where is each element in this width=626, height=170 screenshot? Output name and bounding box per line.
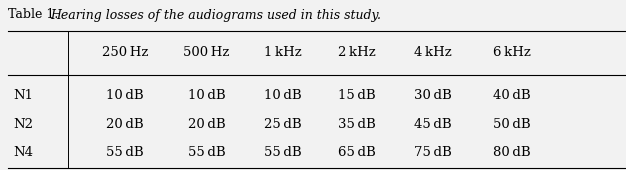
Text: 10 dB: 10 dB: [106, 89, 144, 102]
Text: 75 dB: 75 dB: [414, 147, 452, 159]
Text: 80 dB: 80 dB: [493, 147, 531, 159]
Text: 6 kHz: 6 kHz: [493, 46, 531, 59]
Text: 30 dB: 30 dB: [414, 89, 452, 102]
Text: 10 dB: 10 dB: [188, 89, 225, 102]
Text: Hearing losses of the audiograms used in this study.: Hearing losses of the audiograms used in…: [50, 8, 381, 21]
Text: N1: N1: [14, 89, 34, 102]
Text: 500 Hz: 500 Hz: [183, 46, 230, 59]
Text: 55 dB: 55 dB: [106, 147, 144, 159]
Text: N4: N4: [14, 147, 34, 159]
Text: 1 kHz: 1 kHz: [264, 46, 302, 59]
Text: 65 dB: 65 dB: [338, 147, 376, 159]
Text: 40 dB: 40 dB: [493, 89, 531, 102]
Text: 20 dB: 20 dB: [106, 118, 144, 131]
Text: 35 dB: 35 dB: [338, 118, 376, 131]
Text: 55 dB: 55 dB: [188, 147, 225, 159]
Text: 10 dB: 10 dB: [264, 89, 302, 102]
Text: Table 1.: Table 1.: [8, 8, 62, 21]
Text: 55 dB: 55 dB: [264, 147, 302, 159]
Text: 45 dB: 45 dB: [414, 118, 452, 131]
Text: N2: N2: [14, 118, 34, 131]
Text: 25 dB: 25 dB: [264, 118, 302, 131]
Text: 4 kHz: 4 kHz: [414, 46, 452, 59]
Text: 250 Hz: 250 Hz: [102, 46, 148, 59]
Text: 50 dB: 50 dB: [493, 118, 531, 131]
Text: 15 dB: 15 dB: [338, 89, 376, 102]
Text: 2 kHz: 2 kHz: [338, 46, 376, 59]
Text: 20 dB: 20 dB: [188, 118, 225, 131]
